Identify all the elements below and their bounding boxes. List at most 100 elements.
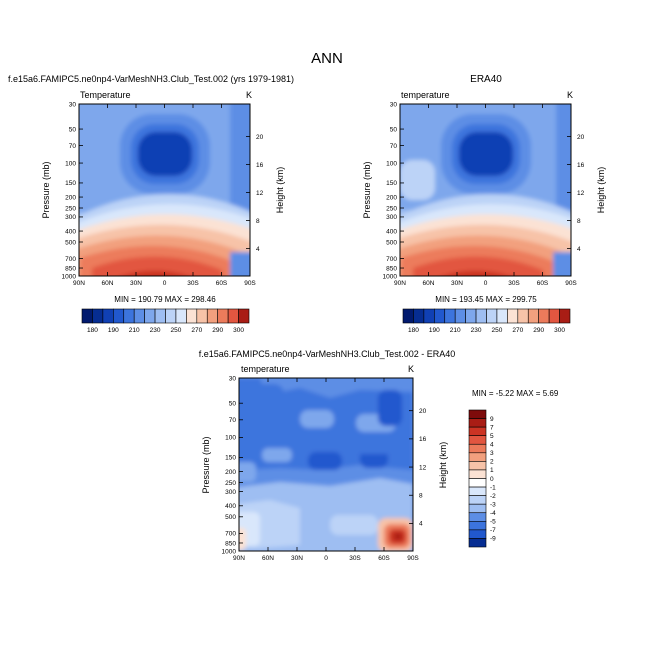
y-tick-label: 150	[225, 455, 236, 462]
colorbar-swatch	[468, 409, 487, 419]
y-tick-label: 400	[225, 503, 236, 510]
x-tick-label: 60N	[102, 280, 114, 287]
y-tick-label: 700	[225, 531, 236, 538]
colorbar-swatch	[538, 308, 550, 324]
colorbar: 180 190 210 230 250 270 290 300	[402, 308, 571, 334]
y2-tick-label: 12	[256, 190, 264, 197]
y2-tick-label: 16	[577, 162, 585, 169]
colorbar-swatch	[468, 443, 487, 454]
colorbar-swatch	[507, 308, 519, 324]
colorbar-label: 2	[490, 459, 494, 466]
y2-tick-label: 8	[577, 218, 581, 225]
x-tick-label: 60S	[378, 555, 390, 562]
x-tick-label: 30N	[451, 280, 463, 287]
y-tick-label: 500	[386, 239, 397, 246]
y-tick-label: 700	[386, 256, 397, 263]
colorbar-swatch	[227, 308, 239, 324]
colorbar-label: 1	[490, 467, 494, 474]
colorbar-swatch	[517, 308, 529, 324]
y2-tick-label: 12	[419, 464, 427, 471]
y2-axis-label: Height (km)	[596, 167, 606, 214]
colorbar-label: 180	[408, 327, 419, 334]
colorbar-swatch	[465, 308, 477, 324]
y-tick-label: 1000	[222, 548, 237, 555]
y2-tick-label: 20	[256, 134, 264, 141]
contour-field	[239, 378, 413, 551]
colorbar-swatch	[444, 308, 456, 324]
colorbar-swatch	[413, 308, 425, 324]
colorbar-label: 180	[87, 327, 98, 334]
colorbar-label: -4	[490, 510, 496, 517]
colorbar-label: -3	[490, 501, 496, 508]
y-tick-label: 100	[65, 160, 76, 167]
x-tick-label: 90S	[244, 280, 256, 287]
colorbar: 180 190 210 230 250 270 290 300	[81, 308, 250, 334]
panel-era40: ERA40 temperature K	[362, 74, 606, 334]
panel-title: ERA40	[470, 74, 502, 85]
y-axis-label: Pressure (mb)	[41, 161, 51, 218]
y-tick-label: 250	[225, 480, 236, 487]
y-tick-label: 30	[390, 101, 398, 108]
colorbar-swatch	[175, 308, 187, 324]
x-tick-label: 0	[484, 280, 488, 287]
x-tick-label: 60N	[423, 280, 435, 287]
colorbar-swatch	[468, 529, 487, 539]
y-axis-label: Pressure (mb)	[201, 436, 211, 493]
colorbar-swatch	[92, 308, 104, 324]
colorbar-label: 290	[533, 327, 544, 334]
colorbar-label: 210	[450, 327, 461, 334]
y-tick-label: 400	[386, 228, 397, 235]
colorbar-swatch	[468, 418, 487, 428]
y-tick-label: 700	[65, 256, 76, 263]
colorbar-label: -9	[490, 536, 496, 543]
colorbar-label: 250	[171, 327, 182, 334]
y-tick-label: 1000	[383, 273, 398, 280]
colorbar-swatch	[486, 308, 498, 324]
panel-left-label: temperature	[401, 90, 450, 100]
y-tick-label: 100	[225, 435, 236, 442]
colorbar-swatch	[468, 538, 487, 548]
colorbar-swatch	[144, 308, 156, 324]
colorbar-label: 250	[492, 327, 503, 334]
y2-tick-label: 12	[577, 190, 585, 197]
colorbar-swatch	[468, 426, 487, 436]
colorbar-label: 7	[490, 424, 494, 431]
panel-left-label: Temperature	[80, 90, 131, 100]
colorbar-swatch	[154, 308, 166, 324]
colorbar-label: 0	[490, 476, 494, 483]
colorbar-swatch	[468, 452, 487, 462]
contour-field	[79, 104, 250, 276]
y-tick-label: 500	[225, 514, 236, 521]
colorbar-label: 300	[233, 327, 244, 334]
colorbar-swatch	[186, 308, 198, 324]
x-tick-label: 90S	[565, 280, 577, 287]
min-max-stats: MIN = -5.22 MAX = 5.69	[472, 389, 559, 398]
axes: 90N 60N 30N 0 30S 60S 90S 30 50 70 100 150 200 250 300…	[222, 375, 427, 562]
colorbar-swatch	[468, 469, 487, 479]
panel-unit-label: K	[246, 90, 252, 100]
colorbar-swatch	[217, 308, 229, 324]
colorbar-label: 5	[490, 433, 494, 440]
colorbar-swatch	[468, 478, 487, 488]
x-tick-label: 30N	[130, 280, 142, 287]
colorbar-swatch	[402, 308, 414, 324]
y-axis-label: Pressure (mb)	[362, 161, 372, 218]
y2-tick-label: 20	[419, 408, 427, 415]
y-tick-label: 300	[65, 214, 76, 221]
y-tick-label: 70	[229, 417, 237, 424]
contour-field	[400, 104, 571, 276]
panel-title: f.e15a6.FAMIPC5.ne0np4-VarMeshNH3.Club_T…	[199, 349, 455, 359]
colorbar-swatch	[423, 308, 435, 324]
y-tick-label: 250	[65, 205, 76, 212]
colorbar-swatch	[165, 308, 177, 324]
colorbar-swatch	[238, 308, 250, 324]
colorbar-swatch	[468, 503, 487, 514]
x-tick-label: 90N	[233, 555, 245, 562]
y-tick-label: 850	[225, 540, 236, 547]
colorbar-swatch	[81, 308, 93, 324]
colorbar-label: -1	[490, 484, 496, 491]
colorbar-swatch	[548, 308, 560, 324]
y-tick-label: 100	[386, 160, 397, 167]
colorbar-swatch	[454, 308, 466, 324]
